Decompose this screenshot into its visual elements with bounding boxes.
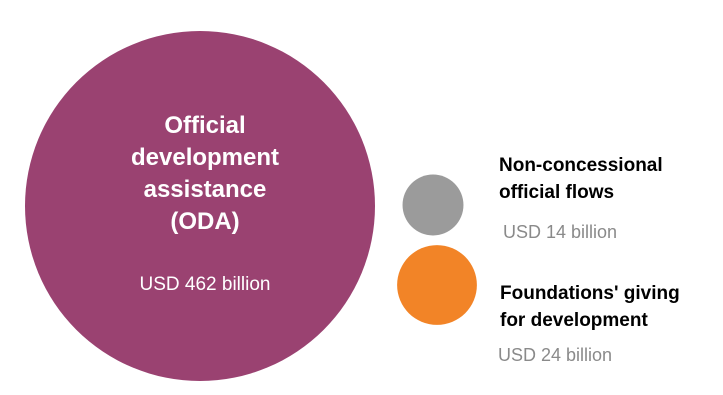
- bubble-0: [25, 31, 375, 381]
- bubble-1-value-label: USD 14 billion: [503, 222, 617, 242]
- bubble-2-title-line-0: Foundations' giving: [500, 283, 680, 304]
- oda-value-label: USD 462 billion: [140, 274, 271, 295]
- oda-title-line-0: Official: [164, 112, 245, 139]
- bubble-2: [397, 245, 477, 325]
- bubble-2-value-label: USD 24 billion: [498, 345, 612, 365]
- oda-title-line-3: (ODA): [170, 208, 239, 235]
- oda-title-line-2: assistance: [144, 176, 267, 203]
- bubble-2-title-line-1: for development: [500, 310, 648, 331]
- oda-title-line-1: development: [131, 144, 279, 171]
- bubble-1-title-line-0: Non-concessional: [499, 155, 663, 176]
- bubble-1: [402, 174, 464, 236]
- bubble-1-title-line-1: official flows: [499, 182, 614, 203]
